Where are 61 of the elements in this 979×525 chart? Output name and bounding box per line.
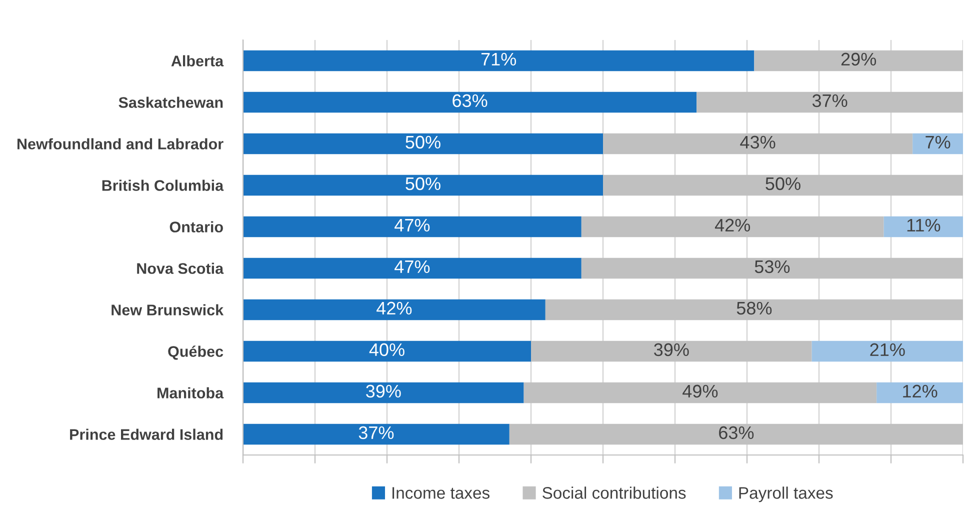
data-label: 12% xyxy=(903,384,938,398)
bar xyxy=(524,382,877,404)
bar xyxy=(754,50,963,72)
legend-label: Income taxes xyxy=(392,487,490,499)
bar xyxy=(243,92,697,113)
bar xyxy=(243,216,582,238)
data-label: 50% xyxy=(406,177,440,190)
data-label: 40% xyxy=(369,343,404,356)
bar xyxy=(696,92,963,113)
data-label: 11% xyxy=(907,218,940,232)
data-label: 63% xyxy=(452,94,488,108)
bar xyxy=(603,174,963,196)
data-label: 49% xyxy=(682,384,718,398)
bar xyxy=(243,174,603,196)
y-tick-label: Saskatchewan xyxy=(118,96,223,108)
y-tick-label: New Brunswick xyxy=(112,304,224,316)
bar xyxy=(243,299,546,320)
bar xyxy=(603,133,913,154)
y-tick-label: Prince Edward Island xyxy=(70,428,223,440)
bar xyxy=(876,382,963,404)
bar xyxy=(243,133,603,154)
bar xyxy=(243,50,754,72)
y-tick-label: Ontario xyxy=(170,221,223,232)
bar xyxy=(243,258,582,279)
data-label: 50% xyxy=(406,136,440,149)
data-label: 42% xyxy=(376,302,412,315)
data-label: 29% xyxy=(841,52,876,66)
data-label: 42% xyxy=(714,218,750,232)
data-label: 37% xyxy=(358,426,394,440)
bar xyxy=(531,340,812,362)
legend-label: Social contributions xyxy=(542,486,686,499)
data-label: 58% xyxy=(736,302,772,315)
data-label: 21% xyxy=(870,343,905,356)
data-label: 47% xyxy=(394,218,430,232)
data-label: 7% xyxy=(926,136,950,149)
bar xyxy=(243,424,510,445)
bar xyxy=(243,382,524,404)
bar xyxy=(509,424,963,445)
data-label: 47% xyxy=(394,260,430,274)
data-label: 71% xyxy=(481,52,516,66)
y-tick-label: Alberta xyxy=(171,55,224,66)
bar xyxy=(581,216,884,238)
data-label: 53% xyxy=(754,260,790,274)
y-tick-label: British Columbia xyxy=(102,180,224,191)
data-label: 63% xyxy=(719,426,754,440)
y-tick-label: Québec xyxy=(168,346,224,360)
data-label: 50% xyxy=(766,177,800,190)
bar xyxy=(243,340,531,362)
y-tick-label: Nova Scotia xyxy=(137,262,224,274)
bar xyxy=(812,340,963,362)
y-tick-label: Newfoundland and Labrador xyxy=(17,138,224,150)
bar xyxy=(884,216,963,238)
bar xyxy=(545,299,963,320)
bar xyxy=(581,258,963,279)
legend-label: Payroll taxes xyxy=(739,486,833,502)
y-tick-label: Manitoba xyxy=(158,387,224,398)
data-label: 39% xyxy=(654,343,689,356)
data-label: 43% xyxy=(740,136,776,149)
data-label: 37% xyxy=(812,94,848,108)
data-label: 39% xyxy=(366,384,401,398)
bar xyxy=(912,133,963,154)
